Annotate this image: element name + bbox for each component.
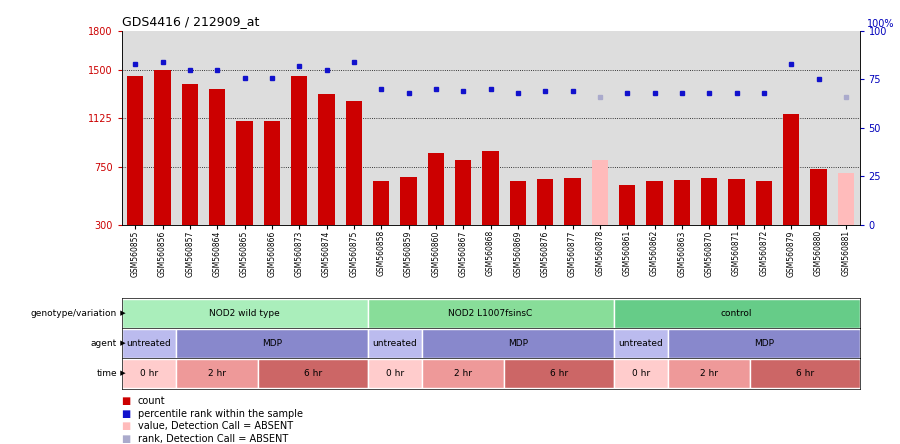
Text: percentile rank within the sample: percentile rank within the sample [138,408,302,419]
Bar [668,329,859,358]
Bar [237,121,253,263]
Text: ■: ■ [122,408,130,419]
Bar [673,180,690,263]
Bar [701,178,717,263]
Text: 0 hr: 0 hr [386,369,404,378]
Bar [504,359,614,388]
Bar [291,76,308,263]
Bar [319,94,335,263]
Bar [154,70,171,263]
Text: 6 hr: 6 hr [796,369,814,378]
Text: MDP: MDP [754,339,774,348]
Text: value, Detection Call = ABSENT: value, Detection Call = ABSENT [138,421,292,431]
Text: untreated: untreated [618,339,663,348]
Bar [422,359,504,388]
Text: 2 hr: 2 hr [208,369,226,378]
Text: MDP: MDP [262,339,282,348]
Bar [400,177,417,263]
Text: ▶: ▶ [118,310,125,316]
Bar [176,359,258,388]
Bar [614,359,668,388]
Text: 2 hr: 2 hr [700,369,718,378]
Text: count: count [138,396,166,406]
Bar [367,298,614,328]
Text: NOD2 L1007fsinsC: NOD2 L1007fsinsC [448,309,533,317]
Text: untreated: untreated [373,339,418,348]
Bar [122,298,367,328]
Bar [810,169,827,263]
Bar [619,185,635,263]
Text: 6 hr: 6 hr [550,369,568,378]
Bar [367,329,422,358]
Text: 0 hr: 0 hr [140,369,158,378]
Bar [182,84,198,263]
Bar [122,329,176,358]
Text: rank, Detection Call = ABSENT: rank, Detection Call = ABSENT [138,433,288,444]
Bar [176,329,367,358]
Bar [728,179,744,263]
Bar [591,160,608,263]
Bar [264,121,280,263]
Bar [127,76,143,263]
Text: ▶: ▶ [118,340,125,346]
Bar [373,181,390,263]
Bar [646,182,662,263]
Text: 100%: 100% [867,19,895,29]
Bar [258,359,367,388]
Bar [509,182,526,263]
Bar [482,151,499,263]
Text: time: time [96,369,117,378]
Bar [367,359,422,388]
Bar [455,160,472,263]
Bar [614,329,668,358]
Bar [668,359,751,388]
Text: ▶: ▶ [118,370,125,377]
Text: 6 hr: 6 hr [304,369,322,378]
Text: ■: ■ [122,421,130,431]
Bar [838,173,854,263]
Bar [783,114,799,263]
Bar [751,359,860,388]
Bar [209,89,225,263]
Bar [756,182,772,263]
Bar [428,153,444,263]
Text: ■: ■ [122,433,130,444]
Bar [564,178,580,263]
Bar [346,101,362,263]
Text: genotype/variation: genotype/variation [31,309,117,317]
Text: 2 hr: 2 hr [454,369,472,378]
Text: agent: agent [91,339,117,348]
Text: control: control [721,309,752,317]
Text: 0 hr: 0 hr [632,369,650,378]
Text: ■: ■ [122,396,130,406]
Text: NOD2 wild type: NOD2 wild type [209,309,280,317]
Bar [614,298,860,328]
Bar [422,329,614,358]
Bar [122,359,176,388]
Bar [537,179,554,263]
Text: MDP: MDP [508,339,527,348]
Text: GDS4416 / 212909_at: GDS4416 / 212909_at [122,16,259,28]
Text: untreated: untreated [127,339,171,348]
